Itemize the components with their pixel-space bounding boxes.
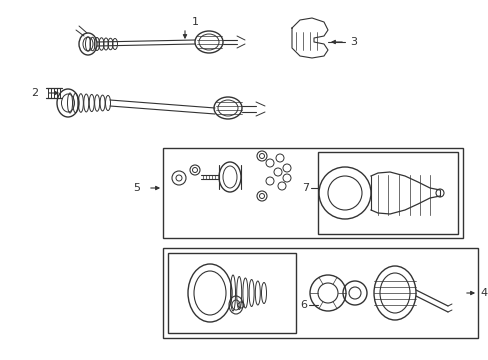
Text: 1: 1 bbox=[192, 17, 199, 27]
Bar bbox=[317, 152, 457, 234]
Text: 3: 3 bbox=[349, 37, 356, 47]
Bar bbox=[163, 148, 462, 238]
Polygon shape bbox=[291, 18, 327, 58]
Text: 2: 2 bbox=[31, 88, 38, 98]
Text: 6: 6 bbox=[299, 300, 306, 310]
Text: 4: 4 bbox=[479, 288, 486, 298]
Text: 5: 5 bbox=[133, 183, 140, 193]
Bar bbox=[168, 253, 295, 333]
Text: 7: 7 bbox=[301, 183, 308, 193]
Bar bbox=[163, 248, 477, 338]
